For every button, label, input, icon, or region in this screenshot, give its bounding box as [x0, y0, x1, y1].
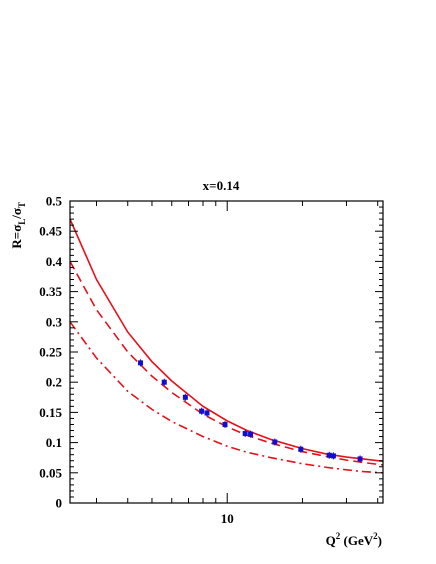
x-tick-label: 10: [221, 511, 234, 526]
chart-title: x=0.14: [203, 178, 240, 193]
curve-dash-dot: [69, 321, 384, 474]
y-tick-label: 0.3: [46, 314, 63, 329]
y-tick-label: 0.5: [46, 194, 63, 209]
data-point: [330, 453, 336, 459]
x-axis-ticks: 10: [96, 201, 379, 526]
data-point: [357, 456, 363, 462]
x-axis-title-main: Q: [326, 533, 336, 548]
y-tick-label: 0.45: [39, 224, 62, 239]
data-point: [298, 446, 304, 452]
y-tick-label: 0.25: [39, 345, 62, 360]
y-axis-title: R=σL/σT: [9, 202, 27, 249]
data-point: [248, 431, 254, 437]
x-axis-title-unit-open: (GeV: [340, 533, 373, 548]
data-point: [161, 379, 167, 385]
y-axis-title-mid: /σ: [9, 208, 24, 220]
y-tick-label: 0.35: [39, 284, 62, 299]
y-tick-label: 0: [56, 496, 63, 511]
curve-dashed: [69, 261, 384, 466]
x-axis-title: Q2 (GeV2): [326, 531, 382, 548]
x-axis-title-unit-close: ): [378, 533, 382, 548]
y-tick-label: 0.1: [46, 435, 62, 450]
y-tick-label: 0.15: [39, 405, 62, 420]
data-point: [242, 431, 248, 437]
y-tick-label: 0.05: [39, 465, 62, 480]
data-point: [272, 439, 278, 445]
y-axis-title-sub1: L: [17, 219, 27, 225]
y-axis-title-sub2: T: [17, 202, 27, 208]
x-axis-title-sup2: 2: [373, 531, 378, 541]
x-axis-title-sup1: 2: [336, 531, 341, 541]
data-point: [204, 410, 210, 416]
y-tick-label: 0.2: [46, 375, 62, 390]
y-tick-label: 0.4: [46, 254, 63, 269]
points-layer: [138, 359, 363, 463]
data-point: [326, 452, 332, 458]
y-axis-title-main: R=σ: [9, 225, 24, 249]
data-point: [138, 360, 144, 366]
data-point: [222, 421, 228, 427]
data-point: [199, 408, 205, 414]
data-point: [182, 394, 188, 400]
curve-solid: [69, 218, 384, 463]
curves-layer: [69, 218, 384, 474]
y-axis-ticks: 0 0.05 0.1 0.15 0.2 0.25 0.3 0.35 0.4 0.45 0.5: [39, 194, 383, 511]
